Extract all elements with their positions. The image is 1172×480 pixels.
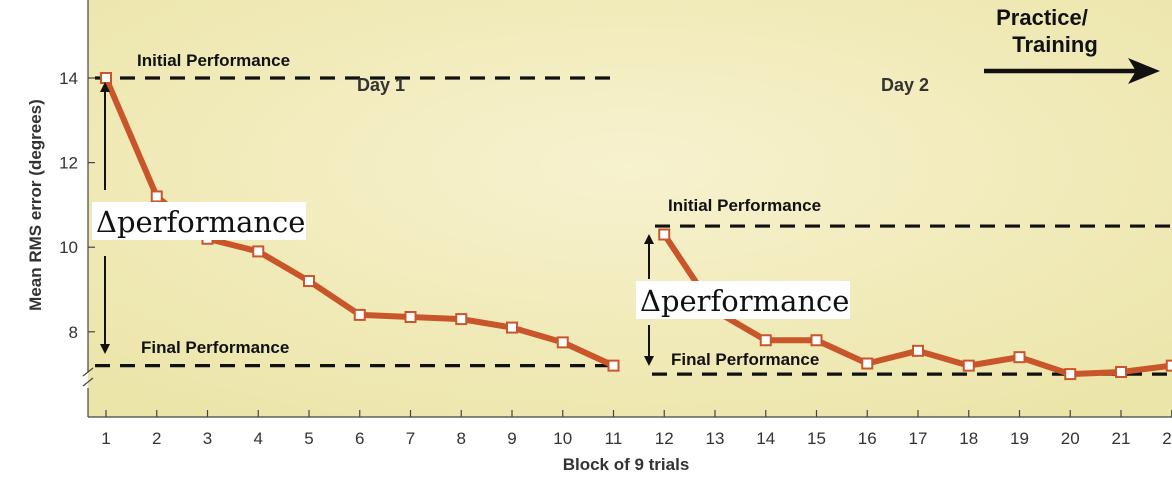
reference-line-label: Final Performance	[671, 350, 819, 369]
practice-label: Practice/	[996, 5, 1088, 30]
reference-lines: Initial Performance Final Performance Init…	[95, 51, 1172, 376]
data-point	[404, 310, 417, 323]
x-tick-label: 3	[203, 429, 212, 448]
y-tick-label: 12	[59, 154, 78, 173]
delta-label-box	[92, 202, 306, 240]
data-point	[658, 228, 671, 241]
reference-line-label: Initial Performance	[668, 196, 821, 215]
data-point	[1064, 368, 1077, 381]
x-tick-label: 17	[909, 429, 928, 448]
x-axis-label: Block of 9 trials	[563, 455, 690, 474]
axis-break-mark	[82, 367, 94, 387]
x-tick-label: 20	[1061, 429, 1080, 448]
y-axis-label: Mean RMS error (degrees)	[26, 99, 45, 311]
data-point	[556, 336, 569, 349]
x-tick-label: 9	[507, 429, 516, 448]
x-tick-label: 4	[254, 429, 263, 448]
data-point	[150, 190, 163, 203]
x-tick-label: 8	[457, 429, 466, 448]
data-point	[252, 245, 265, 258]
data-point	[1165, 359, 1172, 372]
x-tick-label: 6	[355, 429, 364, 448]
y-tick-label: 10	[59, 238, 78, 257]
data-point	[759, 334, 772, 347]
x-tick-label: 2	[152, 429, 161, 448]
reference-line-label: Initial Performance	[137, 51, 290, 70]
data-point	[353, 308, 366, 321]
x-tick-label: 18	[959, 429, 978, 448]
x-tick-label: 7	[406, 429, 415, 448]
x-tick-label: 15	[807, 429, 826, 448]
x-tick-label: 21	[1112, 429, 1131, 448]
delta-arrowhead-down	[644, 356, 654, 366]
x-tick-label: 19	[1010, 429, 1029, 448]
y-tick-label: 8	[69, 323, 78, 342]
delta-label: Δperformance	[96, 205, 305, 239]
data-point	[1115, 365, 1127, 378]
data-point	[303, 275, 315, 288]
data-point	[962, 359, 975, 372]
data-point	[100, 72, 112, 84]
data-point	[1013, 351, 1026, 364]
y-tick-label: 14	[59, 69, 78, 88]
delta-arrowhead-down	[100, 344, 110, 354]
reference-line-label: Final Performance	[141, 338, 289, 357]
day-2-label: Day 2	[881, 75, 929, 95]
x-tick-label: 11	[605, 429, 623, 448]
delta-label-box	[636, 281, 850, 319]
x-tick-label: 22	[1162, 429, 1172, 448]
data-point	[506, 321, 518, 334]
x-tick-label: 1	[101, 429, 110, 448]
training-label: Training	[1012, 32, 1098, 57]
practice-arrowhead	[1128, 58, 1160, 84]
day-1-label: Day 1	[357, 75, 405, 95]
x-tick-label: 10	[553, 429, 572, 448]
x-tick-label: 14	[756, 429, 775, 448]
x-tick-label: 13	[706, 429, 725, 448]
delta-arrowhead-up	[644, 234, 654, 244]
data-point	[861, 357, 874, 370]
x-tick-label: 16	[858, 429, 877, 448]
x-tick-label: 5	[304, 429, 313, 448]
delta-arrowhead-up	[100, 82, 110, 92]
delta-label: Δperformance	[640, 284, 849, 318]
x-tick-label: 12	[655, 429, 674, 448]
data-point	[810, 334, 823, 347]
data-point	[912, 344, 924, 357]
labels-group: Δperformance Δperformance Day 1 Day 2 Practi…	[92, 5, 1160, 366]
data-point	[607, 359, 620, 372]
data-point	[455, 313, 468, 326]
